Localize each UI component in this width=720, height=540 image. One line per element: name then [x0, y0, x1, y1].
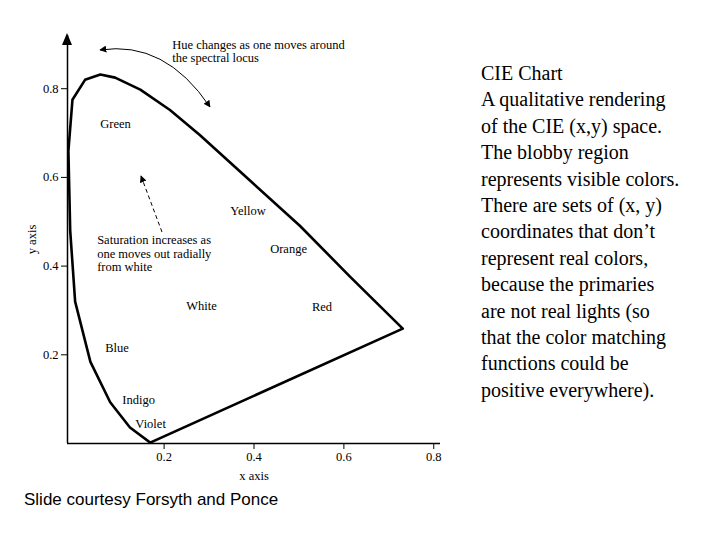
svg-text:Green: Green	[100, 117, 131, 131]
svg-text:0.6: 0.6	[43, 170, 59, 184]
html-text:are not real lights (so: are not real lights (so	[481, 299, 650, 322]
svg-text:0.2: 0.2	[43, 348, 59, 362]
html-text:CIE Chart: CIE Chart	[481, 62, 563, 84]
svg-text:x axis: x axis	[239, 469, 269, 483]
html-text:A qualitative rendering: A qualitative rendering	[481, 88, 666, 111]
svg-text:Red: Red	[312, 300, 333, 314]
svg-text:Indigo: Indigo	[122, 393, 155, 407]
svg-text:Saturation increases asone mov: Saturation increases asone moves out rad…	[97, 233, 212, 273]
html-text:represents visible colors.: represents visible colors.	[481, 167, 680, 190]
svg-text:Blue: Blue	[105, 341, 129, 355]
svg-text:0.4: 0.4	[246, 450, 262, 464]
html-text:because the primaries: because the primaries	[481, 273, 655, 296]
svg-text:y axis: y axis	[25, 225, 39, 255]
svg-text:0.6: 0.6	[336, 450, 352, 464]
html-text:The blobby region: The blobby region	[481, 141, 629, 164]
svg-text:0.8: 0.8	[43, 82, 59, 96]
svg-text:Violet: Violet	[135, 417, 166, 431]
svg-text:0.4: 0.4	[43, 259, 59, 273]
html-text:represent real colors,: represent real colors,	[481, 246, 649, 269]
svg-text:0.2: 0.2	[156, 450, 172, 464]
svg-text:Yellow: Yellow	[230, 204, 266, 218]
svg-text:Orange: Orange	[270, 242, 307, 256]
html-text:positive everywhere).: positive everywhere).	[481, 378, 655, 401]
svg-text:0.8: 0.8	[426, 450, 442, 464]
svg-text:White: White	[186, 299, 217, 313]
html-text:functions could be: functions could be	[481, 352, 629, 375]
html-text:coordinates that don’t: coordinates that don’t	[481, 220, 655, 243]
html-text:of the CIE (x,y) space.: of the CIE (x,y) space.	[481, 114, 662, 137]
svg-text:Hue changes as one moves aroun: Hue changes as one moves aroundthe spect…	[172, 38, 345, 65]
html-text:that the color matching: that the color matching	[481, 326, 666, 349]
html-text:Slide courtesy Forsyth and Pon: Slide courtesy Forsyth and Ponce	[24, 490, 279, 509]
html-text:There are sets of (x, y): There are sets of (x, y)	[481, 194, 662, 216]
